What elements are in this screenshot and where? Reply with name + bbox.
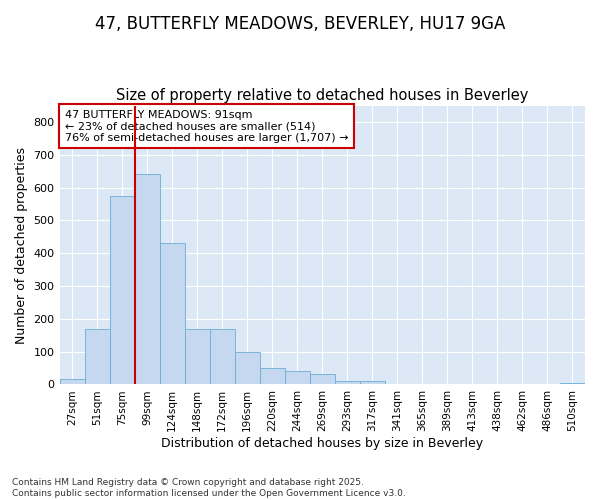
- Bar: [134, 174, 160, 384]
- Bar: [310, 374, 335, 384]
- Text: Contains HM Land Registry data © Crown copyright and database right 2025.
Contai: Contains HM Land Registry data © Crown c…: [12, 478, 406, 498]
- Text: 47 BUTTERFLY MEADOWS: 91sqm
← 23% of detached houses are smaller (514)
76% of se: 47 BUTTERFLY MEADOWS: 91sqm ← 23% of det…: [65, 110, 348, 143]
- Title: Size of property relative to detached houses in Beverley: Size of property relative to detached ho…: [116, 88, 529, 103]
- Bar: [235, 352, 260, 384]
- X-axis label: Distribution of detached houses by size in Beverley: Distribution of detached houses by size …: [161, 437, 484, 450]
- Bar: [335, 380, 360, 384]
- Bar: [185, 328, 209, 384]
- Y-axis label: Number of detached properties: Number of detached properties: [15, 146, 28, 344]
- Bar: [209, 328, 235, 384]
- Bar: [85, 330, 110, 384]
- Bar: [160, 244, 185, 384]
- Bar: [560, 383, 585, 384]
- Bar: [260, 368, 285, 384]
- Bar: [360, 381, 385, 384]
- Bar: [285, 372, 310, 384]
- Text: 47, BUTTERFLY MEADOWS, BEVERLEY, HU17 9GA: 47, BUTTERFLY MEADOWS, BEVERLEY, HU17 9G…: [95, 15, 505, 33]
- Bar: [110, 196, 134, 384]
- Bar: [59, 378, 85, 384]
